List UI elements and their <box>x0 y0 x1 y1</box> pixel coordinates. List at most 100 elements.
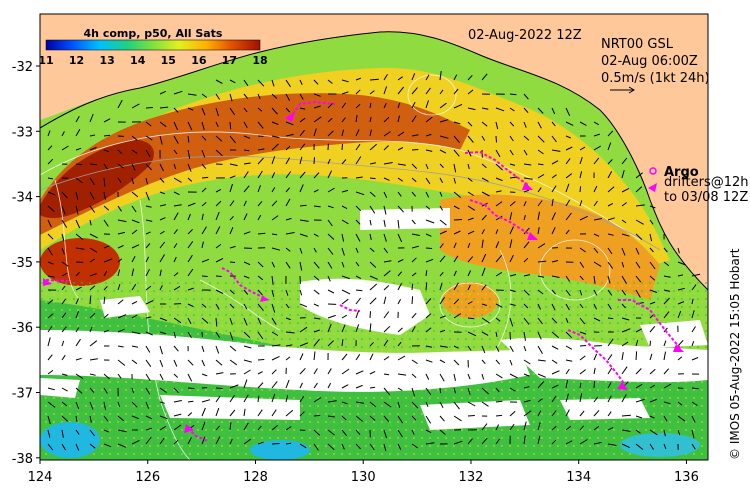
current-arrow <box>467 135 474 143</box>
current-arrow <box>397 401 401 408</box>
current-arrow <box>495 414 502 417</box>
current-arrow <box>355 89 361 95</box>
current-arrow <box>467 230 475 235</box>
current-arrow <box>481 359 486 365</box>
current-arrow <box>61 261 69 267</box>
current-arrow <box>579 215 588 221</box>
current-arrow <box>369 275 378 280</box>
current-arrow <box>663 368 670 375</box>
current-arrow <box>369 443 375 451</box>
current-arrow <box>467 163 470 170</box>
current-arrow <box>411 219 416 225</box>
current-arrow <box>411 387 416 397</box>
current-arrow <box>537 422 541 431</box>
current-arrow <box>89 177 95 185</box>
current-arrow <box>75 219 81 229</box>
current-arrow <box>565 121 574 126</box>
current-arrow <box>159 163 164 172</box>
current-arrow <box>229 317 233 325</box>
current-arrow <box>397 341 402 347</box>
current-arrow <box>635 172 643 179</box>
current-arrow <box>607 354 613 361</box>
current-arrow <box>201 421 206 431</box>
current-arrow <box>47 158 54 165</box>
current-arrow <box>243 359 252 363</box>
current-arrow <box>327 429 335 436</box>
current-arrow <box>187 287 194 291</box>
current-arrow <box>663 401 671 405</box>
cloud-mask <box>40 208 708 430</box>
current-arrow <box>355 354 361 361</box>
current-arrow <box>495 271 503 277</box>
current-arrow <box>243 121 248 128</box>
current-arrow <box>621 341 629 347</box>
current-arrow <box>523 177 533 180</box>
current-arrow <box>523 303 529 309</box>
current-arrow <box>425 116 433 123</box>
current-arrow <box>593 275 596 284</box>
current-arrow <box>117 177 122 183</box>
current-arrow <box>649 301 656 305</box>
current-arrow <box>89 285 96 291</box>
current-arrow <box>201 373 208 377</box>
current-arrow <box>383 311 390 319</box>
current-arrow <box>495 177 503 182</box>
current-arrow <box>103 191 106 200</box>
current-arrow <box>89 113 94 123</box>
current-arrow <box>649 368 656 375</box>
current-arrow <box>537 121 542 129</box>
current-arrow <box>229 216 234 221</box>
current-arrow <box>271 79 275 87</box>
current-arrow <box>523 149 528 156</box>
current-arrow <box>607 395 612 403</box>
current-arrow <box>187 359 194 366</box>
current-arrow <box>327 340 334 347</box>
current-arrow <box>607 426 614 431</box>
current-arrow <box>89 326 93 333</box>
current-arrow <box>551 289 556 295</box>
current-arrow <box>677 415 686 422</box>
current-arrow <box>607 367 613 375</box>
current-arrow <box>117 245 124 249</box>
current-arrow <box>635 186 643 193</box>
current-arrow <box>621 289 627 296</box>
current-arrow <box>215 387 223 389</box>
current-arrow <box>285 157 291 165</box>
current-arrow <box>369 205 376 214</box>
current-arrow <box>677 310 682 319</box>
current-arrow <box>75 233 84 240</box>
current-arrow <box>145 316 152 319</box>
current-arrow <box>411 163 418 169</box>
current-arrow <box>691 415 696 423</box>
current-arrow <box>439 119 449 123</box>
current-arrow <box>621 352 624 361</box>
current-arrow <box>117 359 126 366</box>
current-arrow <box>243 369 251 375</box>
current-arrow <box>481 135 486 141</box>
current-arrow <box>61 131 65 137</box>
current-arrow <box>551 260 559 263</box>
current-arrow <box>271 143 279 151</box>
current-arrow <box>621 219 627 224</box>
current-arrow <box>691 429 695 439</box>
current-arrow <box>411 115 417 123</box>
current-arrow <box>523 214 526 221</box>
current-arrow <box>635 351 638 361</box>
current-arrow <box>607 317 614 320</box>
current-arrow <box>411 73 416 81</box>
current-arrow <box>159 106 169 109</box>
current-arrow <box>635 289 641 298</box>
current-arrow <box>313 189 319 193</box>
current-arrow <box>551 275 560 278</box>
current-arrow <box>299 204 307 207</box>
current-arrow <box>61 387 68 392</box>
current-arrow <box>173 285 181 291</box>
current-arrow <box>481 267 486 277</box>
current-arrow <box>411 245 420 249</box>
current-arrow <box>187 202 196 207</box>
current-arrow <box>75 115 80 123</box>
current-arrow <box>47 219 52 228</box>
current-arrow <box>495 163 503 171</box>
current-arrow <box>131 244 140 249</box>
current-arrow <box>425 373 430 380</box>
